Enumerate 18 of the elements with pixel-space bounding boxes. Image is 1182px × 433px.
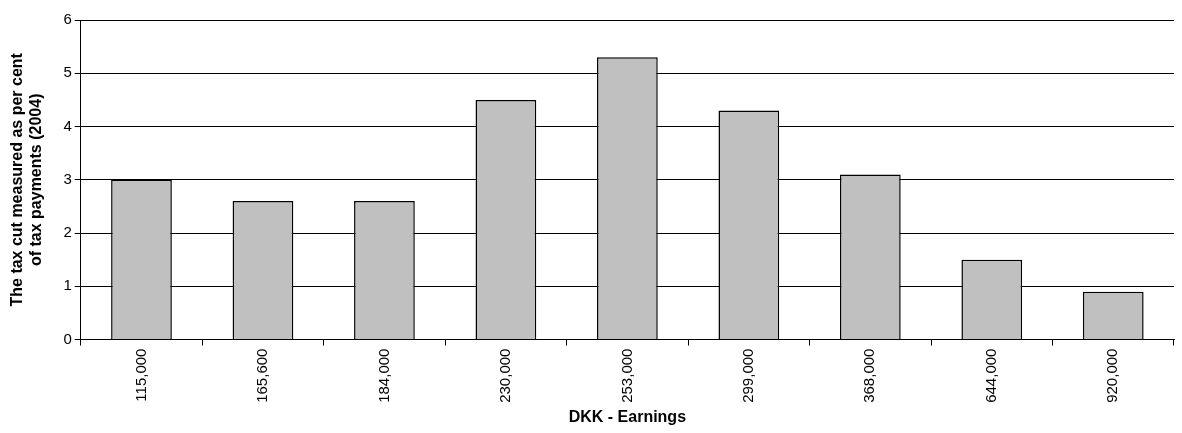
x-tick-label: 920,000 — [1103, 348, 1121, 403]
y-axis-title: The tax cut measured as per cent of tax payments (2004) — [8, 52, 45, 307]
x-tick-label: 253,000 — [617, 348, 635, 403]
x-tick-label: 230,000 — [496, 348, 514, 403]
x-axis-title: DKK - Earnings — [568, 407, 687, 425]
y-tick-label: 4 — [63, 116, 72, 134]
x-tick-label: 299,000 — [738, 348, 756, 403]
y-tick-label: 3 — [63, 169, 72, 187]
y-tick-label: 0 — [63, 329, 72, 347]
y-tick-label: 6 — [63, 10, 72, 28]
x-tick-label: 368,000 — [860, 348, 878, 403]
x-tick-label: 184,000 — [374, 348, 392, 403]
x-tick-label: 644,000 — [981, 348, 999, 403]
y-tick-label: 2 — [63, 223, 72, 241]
y-tick-label: 1 — [63, 276, 72, 294]
y-tick-label: 5 — [63, 63, 72, 81]
x-tick-label: 165,600 — [253, 348, 271, 403]
x-tick-label: 115,000 — [131, 348, 149, 402]
